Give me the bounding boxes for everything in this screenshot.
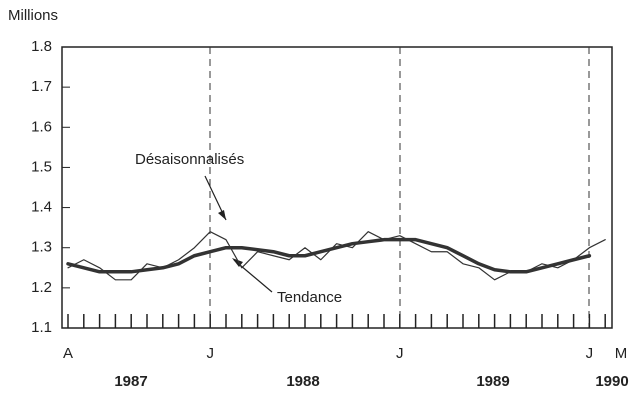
x-tick-label: J: [586, 345, 594, 362]
y-tick-label: 1.4: [31, 199, 52, 216]
annotation: Tendance: [277, 289, 342, 306]
arrow-head: [218, 210, 226, 220]
year-label: 1988: [286, 373, 319, 390]
x-tick-label: J: [206, 345, 214, 362]
y-tick-label: 1.8: [31, 38, 52, 55]
y-tick-label: 1.7: [31, 78, 52, 95]
series-line: [66, 237, 592, 274]
year-label: 1989: [476, 373, 509, 390]
y-tick-label: 1.6: [31, 118, 52, 135]
year-label: 1990: [595, 373, 628, 390]
plot-frame: [61, 46, 613, 329]
x-tick-label: M: [615, 345, 628, 362]
y-axis-label: Millions: [8, 7, 58, 24]
y-tick-label: 1.2: [31, 279, 52, 296]
x-tick-label: A: [63, 345, 73, 362]
year-label: 1987: [114, 373, 147, 390]
y-tick-label: 1.1: [31, 319, 52, 336]
y-tick-label: 1.3: [31, 239, 52, 256]
x-tick-label: J: [396, 345, 404, 362]
annotation: Désaisonnalisés: [135, 151, 244, 168]
y-tick-label: 1.5: [31, 158, 52, 175]
